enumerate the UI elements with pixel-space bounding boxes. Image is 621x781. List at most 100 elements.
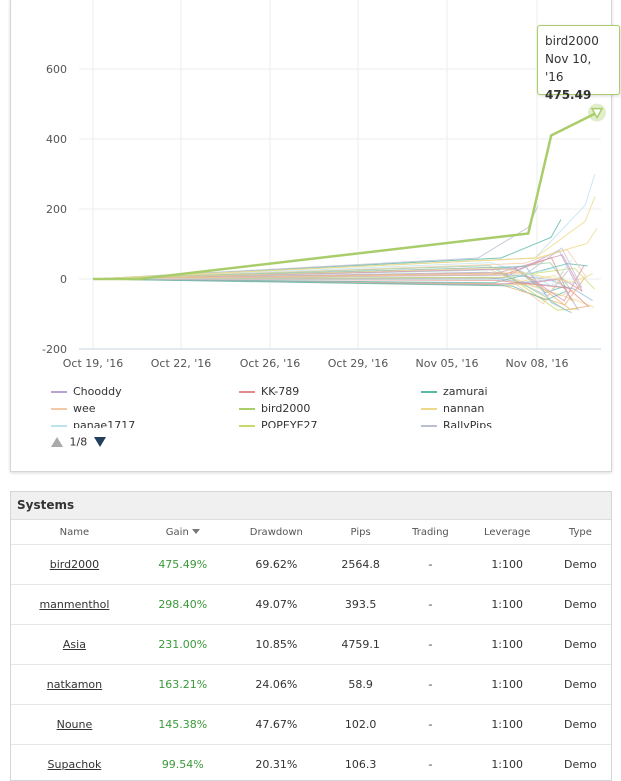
cell-trading: - <box>396 705 464 745</box>
column-header-gain[interactable]: Gain <box>138 520 228 545</box>
tooltip-value: 475.49 <box>545 86 612 104</box>
cell-type: Demo <box>550 545 611 585</box>
cell-name[interactable]: Noune <box>11 705 138 745</box>
legend-item[interactable]: RallyPips <box>421 418 492 428</box>
y-tick-label: 200 <box>46 203 67 216</box>
cell-type: Demo <box>550 585 611 625</box>
legend-label: Chooddy <box>73 385 122 398</box>
x-tick-label: Nov 08, '16 <box>506 357 569 370</box>
legend-label: POPEYE27 <box>261 419 318 428</box>
legend-item[interactable]: bird2000 <box>239 401 310 417</box>
legend-item[interactable]: POPEYE27 <box>239 418 318 428</box>
legend-item[interactable]: Chooddy <box>51 384 122 400</box>
legend-swatch <box>421 425 437 427</box>
system-name-link[interactable]: Noune <box>57 718 93 731</box>
cell-name[interactable]: bird2000 <box>11 545 138 585</box>
y-tick-label: 0 <box>60 273 67 286</box>
legend-swatch <box>421 391 437 393</box>
legend-label: nannan <box>443 402 484 415</box>
cell-drawdown: 49.07% <box>228 585 325 625</box>
cell-type: Demo <box>550 665 611 705</box>
legend-pager: 1/8 <box>51 435 106 449</box>
system-name-link[interactable]: manmenthol <box>39 598 109 611</box>
column-header-type[interactable]: Type <box>550 520 611 545</box>
legend-label: KK-789 <box>261 385 299 398</box>
legend-page-indicator: 1/8 <box>70 436 88 449</box>
cell-drawdown: 47.67% <box>228 705 325 745</box>
cell-trading: - <box>396 625 464 665</box>
x-tick-label: Oct 22, '16 <box>151 357 212 370</box>
tooltip-series: bird2000 <box>545 32 612 50</box>
cell-gain: 145.38% <box>138 705 228 745</box>
cell-trading: - <box>396 665 464 705</box>
legend-item[interactable]: zamurai <box>421 384 488 400</box>
bird2000-series-line <box>93 113 597 279</box>
y-tick-label: 400 <box>46 133 67 146</box>
legend-item[interactable]: panae1717 <box>51 418 135 428</box>
column-header-pips[interactable]: Pips <box>325 520 396 545</box>
cell-name[interactable]: manmenthol <box>11 585 138 625</box>
legend-label: RallyPips <box>443 419 492 428</box>
cell-pips: 4759.1 <box>325 625 396 665</box>
legend-prev-arrow-icon[interactable] <box>51 437 63 447</box>
column-header-drawdown[interactable]: Drawdown <box>228 520 325 545</box>
x-tick-label: Oct 29, '16 <box>328 357 389 370</box>
tooltip-date: Nov 10, '16 <box>545 50 612 86</box>
legend-label: panae1717 <box>73 419 135 428</box>
y-tick-label: -200 <box>42 343 67 356</box>
column-header-name[interactable]: Name <box>11 520 138 545</box>
x-tick-label: Oct 26, '16 <box>240 357 301 370</box>
cell-name[interactable]: Supachok <box>11 745 138 781</box>
legend-swatch <box>51 408 67 410</box>
legend-item[interactable]: KK-789 <box>239 384 299 400</box>
legend-swatch <box>239 408 255 410</box>
system-name-link[interactable]: bird2000 <box>50 558 99 571</box>
legend-item[interactable]: nannan <box>421 401 484 417</box>
cell-trading: - <box>396 585 464 625</box>
systems-title: Systems <box>11 492 611 520</box>
legend-next-arrow-icon[interactable] <box>94 437 106 447</box>
cell-leverage: 1:100 <box>465 665 550 705</box>
cell-gain: 298.40% <box>138 585 228 625</box>
cell-gain: 231.00% <box>138 625 228 665</box>
legend-swatch <box>239 391 255 393</box>
chart-tooltip: bird2000 Nov 10, '16 475.49 <box>537 25 620 95</box>
legend-swatch <box>421 408 437 410</box>
legend-swatch <box>51 391 67 393</box>
cell-type: Demo <box>550 705 611 745</box>
cell-leverage: 1:100 <box>465 545 550 585</box>
y-tick-label: 600 <box>46 63 67 76</box>
cell-name[interactable]: Asia <box>11 625 138 665</box>
system-name-link[interactable]: natkamon <box>47 678 102 691</box>
cell-gain: 99.54% <box>138 745 228 781</box>
column-header-leverage[interactable]: Leverage <box>465 520 550 545</box>
cell-drawdown: 24.06% <box>228 665 325 705</box>
chart-legend: Chooddy KK-789 zamurai wee bird2000 nannan pan… <box>51 384 591 428</box>
legend-swatch <box>239 425 255 427</box>
x-tick-label: Nov 05, '16 <box>416 357 479 370</box>
system-name-link[interactable]: Supachok <box>48 758 102 771</box>
system-name-link[interactable]: Asia <box>63 638 86 651</box>
cell-name[interactable]: natkamon <box>11 665 138 705</box>
cell-type: Demo <box>550 745 611 781</box>
cell-type: Demo <box>550 625 611 665</box>
cell-drawdown: 10.85% <box>228 625 325 665</box>
legend-item[interactable]: wee <box>51 401 96 417</box>
legend-swatch <box>51 425 67 427</box>
legend-label: wee <box>73 402 96 415</box>
cell-leverage: 1:100 <box>465 585 550 625</box>
cell-drawdown: 69.62% <box>228 545 325 585</box>
column-header-trading[interactable]: Trading <box>396 520 464 545</box>
cell-leverage: 1:100 <box>465 705 550 745</box>
cell-leverage: 1:100 <box>465 625 550 665</box>
cell-pips: 2564.8 <box>325 545 396 585</box>
cell-trading: - <box>396 545 464 585</box>
